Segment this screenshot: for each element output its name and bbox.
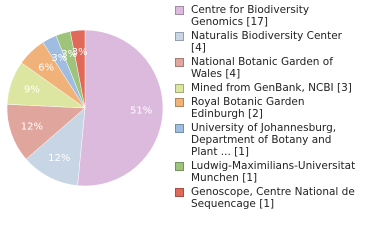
legend: Centre for Biodiversity Genomics [17] Nat…: [175, 4, 375, 212]
legend-swatch: [175, 124, 184, 133]
legend-label: Naturalis Biodiversity Center [4]: [191, 30, 342, 54]
legend-item: Genoscope, Centre National de Sequencage…: [175, 186, 375, 210]
legend-swatch: [175, 188, 184, 197]
slice-label: 3%: [72, 47, 88, 58]
slice-label: 12%: [21, 121, 43, 132]
legend-label: National Botanic Garden of Wales [4]: [191, 56, 333, 80]
legend-label: Ludwig-Maximilians-Universitat Munchen […: [191, 160, 356, 184]
pie-slice: [77, 29, 164, 187]
legend-item: National Botanic Garden of Wales [4]: [175, 56, 375, 80]
legend-label: University of Johannesburg, Department o…: [191, 122, 337, 158]
legend-swatch: [175, 32, 184, 41]
legend-swatch: [175, 58, 184, 67]
pie-chart: 51%12%12%9%6%3%3%3%: [6, 29, 164, 187]
legend-swatch: [175, 6, 184, 15]
pie-slice: [6, 104, 86, 160]
pie-slice: [25, 107, 86, 186]
legend-item: Naturalis Biodiversity Center [4]: [175, 30, 375, 54]
legend-label: Mined from GenBank, NCBI [3]: [191, 82, 352, 94]
legend-item: Royal Botanic Garden Edinburgh [2]: [175, 96, 375, 120]
legend-swatch: [175, 162, 184, 171]
legend-item: Ludwig-Maximilians-Universitat Munchen […: [175, 160, 375, 184]
legend-swatch: [175, 84, 184, 93]
slice-label: 3%: [61, 49, 77, 60]
legend-label: Centre for Biodiversity Genomics [17]: [191, 4, 310, 28]
legend-item: University of Johannesburg, Department o…: [175, 122, 375, 158]
legend-label: Royal Botanic Garden Edinburgh [2]: [191, 96, 305, 120]
legend-item: Centre for Biodiversity Genomics [17]: [175, 4, 375, 28]
pie-slice: [69, 29, 86, 109]
slice-label: 9%: [24, 85, 40, 96]
slice-label: 12%: [48, 153, 70, 164]
slice-label: 6%: [38, 62, 54, 73]
legend-item: Mined from GenBank, NCBI [3]: [175, 82, 375, 94]
slice-label: 51%: [130, 106, 152, 117]
legend-label: Genoscope, Centre National de Sequencage…: [191, 186, 355, 210]
legend-swatch: [175, 98, 184, 107]
slice-label: 3%: [51, 53, 67, 64]
